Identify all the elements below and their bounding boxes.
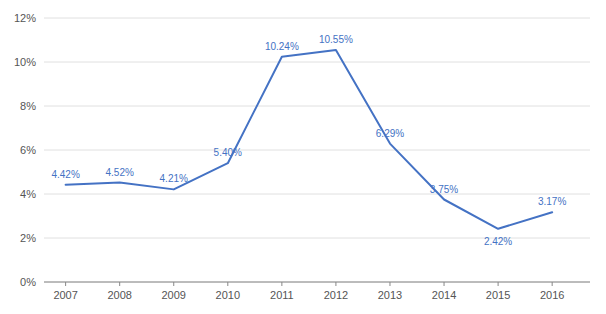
y-tick-label: 4%: [20, 188, 36, 200]
x-axis-line: [44, 282, 590, 283]
data-label: 10.24%: [265, 41, 299, 52]
x-tick: [227, 282, 228, 286]
x-tick-label: 2016: [540, 289, 564, 301]
data-label: 2.42%: [484, 236, 512, 247]
x-tick: [498, 282, 499, 286]
plot-area: [66, 50, 553, 229]
grid-line: [44, 194, 590, 195]
x-tick-label: 2015: [486, 289, 510, 301]
y-tick-label: 0%: [20, 276, 36, 288]
data-label: 6.29%: [376, 128, 404, 139]
x-tick-label: 2009: [162, 289, 186, 301]
y-tick-label: 12%: [14, 12, 36, 24]
grid-line: [44, 18, 590, 19]
x-tick: [389, 282, 390, 286]
data-label: 3.75%: [430, 184, 458, 195]
data-label: 4.42%: [51, 169, 79, 180]
y-tick-label: 10%: [14, 56, 36, 68]
data-label: 4.52%: [106, 167, 134, 178]
data-label: 5.40%: [214, 147, 242, 158]
x-tick: [444, 282, 445, 286]
y-tick-label: 2%: [20, 232, 36, 244]
grid-line: [44, 150, 590, 151]
x-tick-label: 2010: [216, 289, 240, 301]
y-tick-label: 6%: [20, 144, 36, 156]
data-label: 3.17%: [538, 196, 566, 207]
grid-line: [44, 282, 590, 283]
x-tick-label: 2008: [107, 289, 131, 301]
x-tick-label: 2011: [270, 289, 294, 301]
x-tick-label: 2014: [432, 289, 456, 301]
x-tick-label: 2012: [324, 289, 348, 301]
x-tick-label: 2007: [53, 289, 77, 301]
x-tick-label: 2013: [378, 289, 402, 301]
grid-line: [44, 106, 590, 107]
x-tick: [335, 282, 336, 286]
data-label: 10.55%: [319, 34, 353, 45]
data-label: 4.21%: [160, 173, 188, 184]
y-grid: [44, 18, 590, 282]
x-tick: [173, 282, 174, 286]
x-tick: [281, 282, 282, 286]
x-tick: [119, 282, 120, 286]
data-labels: 4.42% 4.52% 4.21% 5.40% 10.24% 10.55% 6.29% 3.7…: [51, 34, 566, 247]
x-tick: [552, 282, 553, 286]
chart: 0% 2% 4% 6% 8% 10% 12% 2007 2008 2009 2010 2011 2012…: [0, 0, 606, 314]
y-tick-label: 8%: [20, 100, 36, 112]
x-tick: [65, 282, 66, 286]
line: [66, 50, 553, 229]
grid-line: [44, 62, 590, 63]
